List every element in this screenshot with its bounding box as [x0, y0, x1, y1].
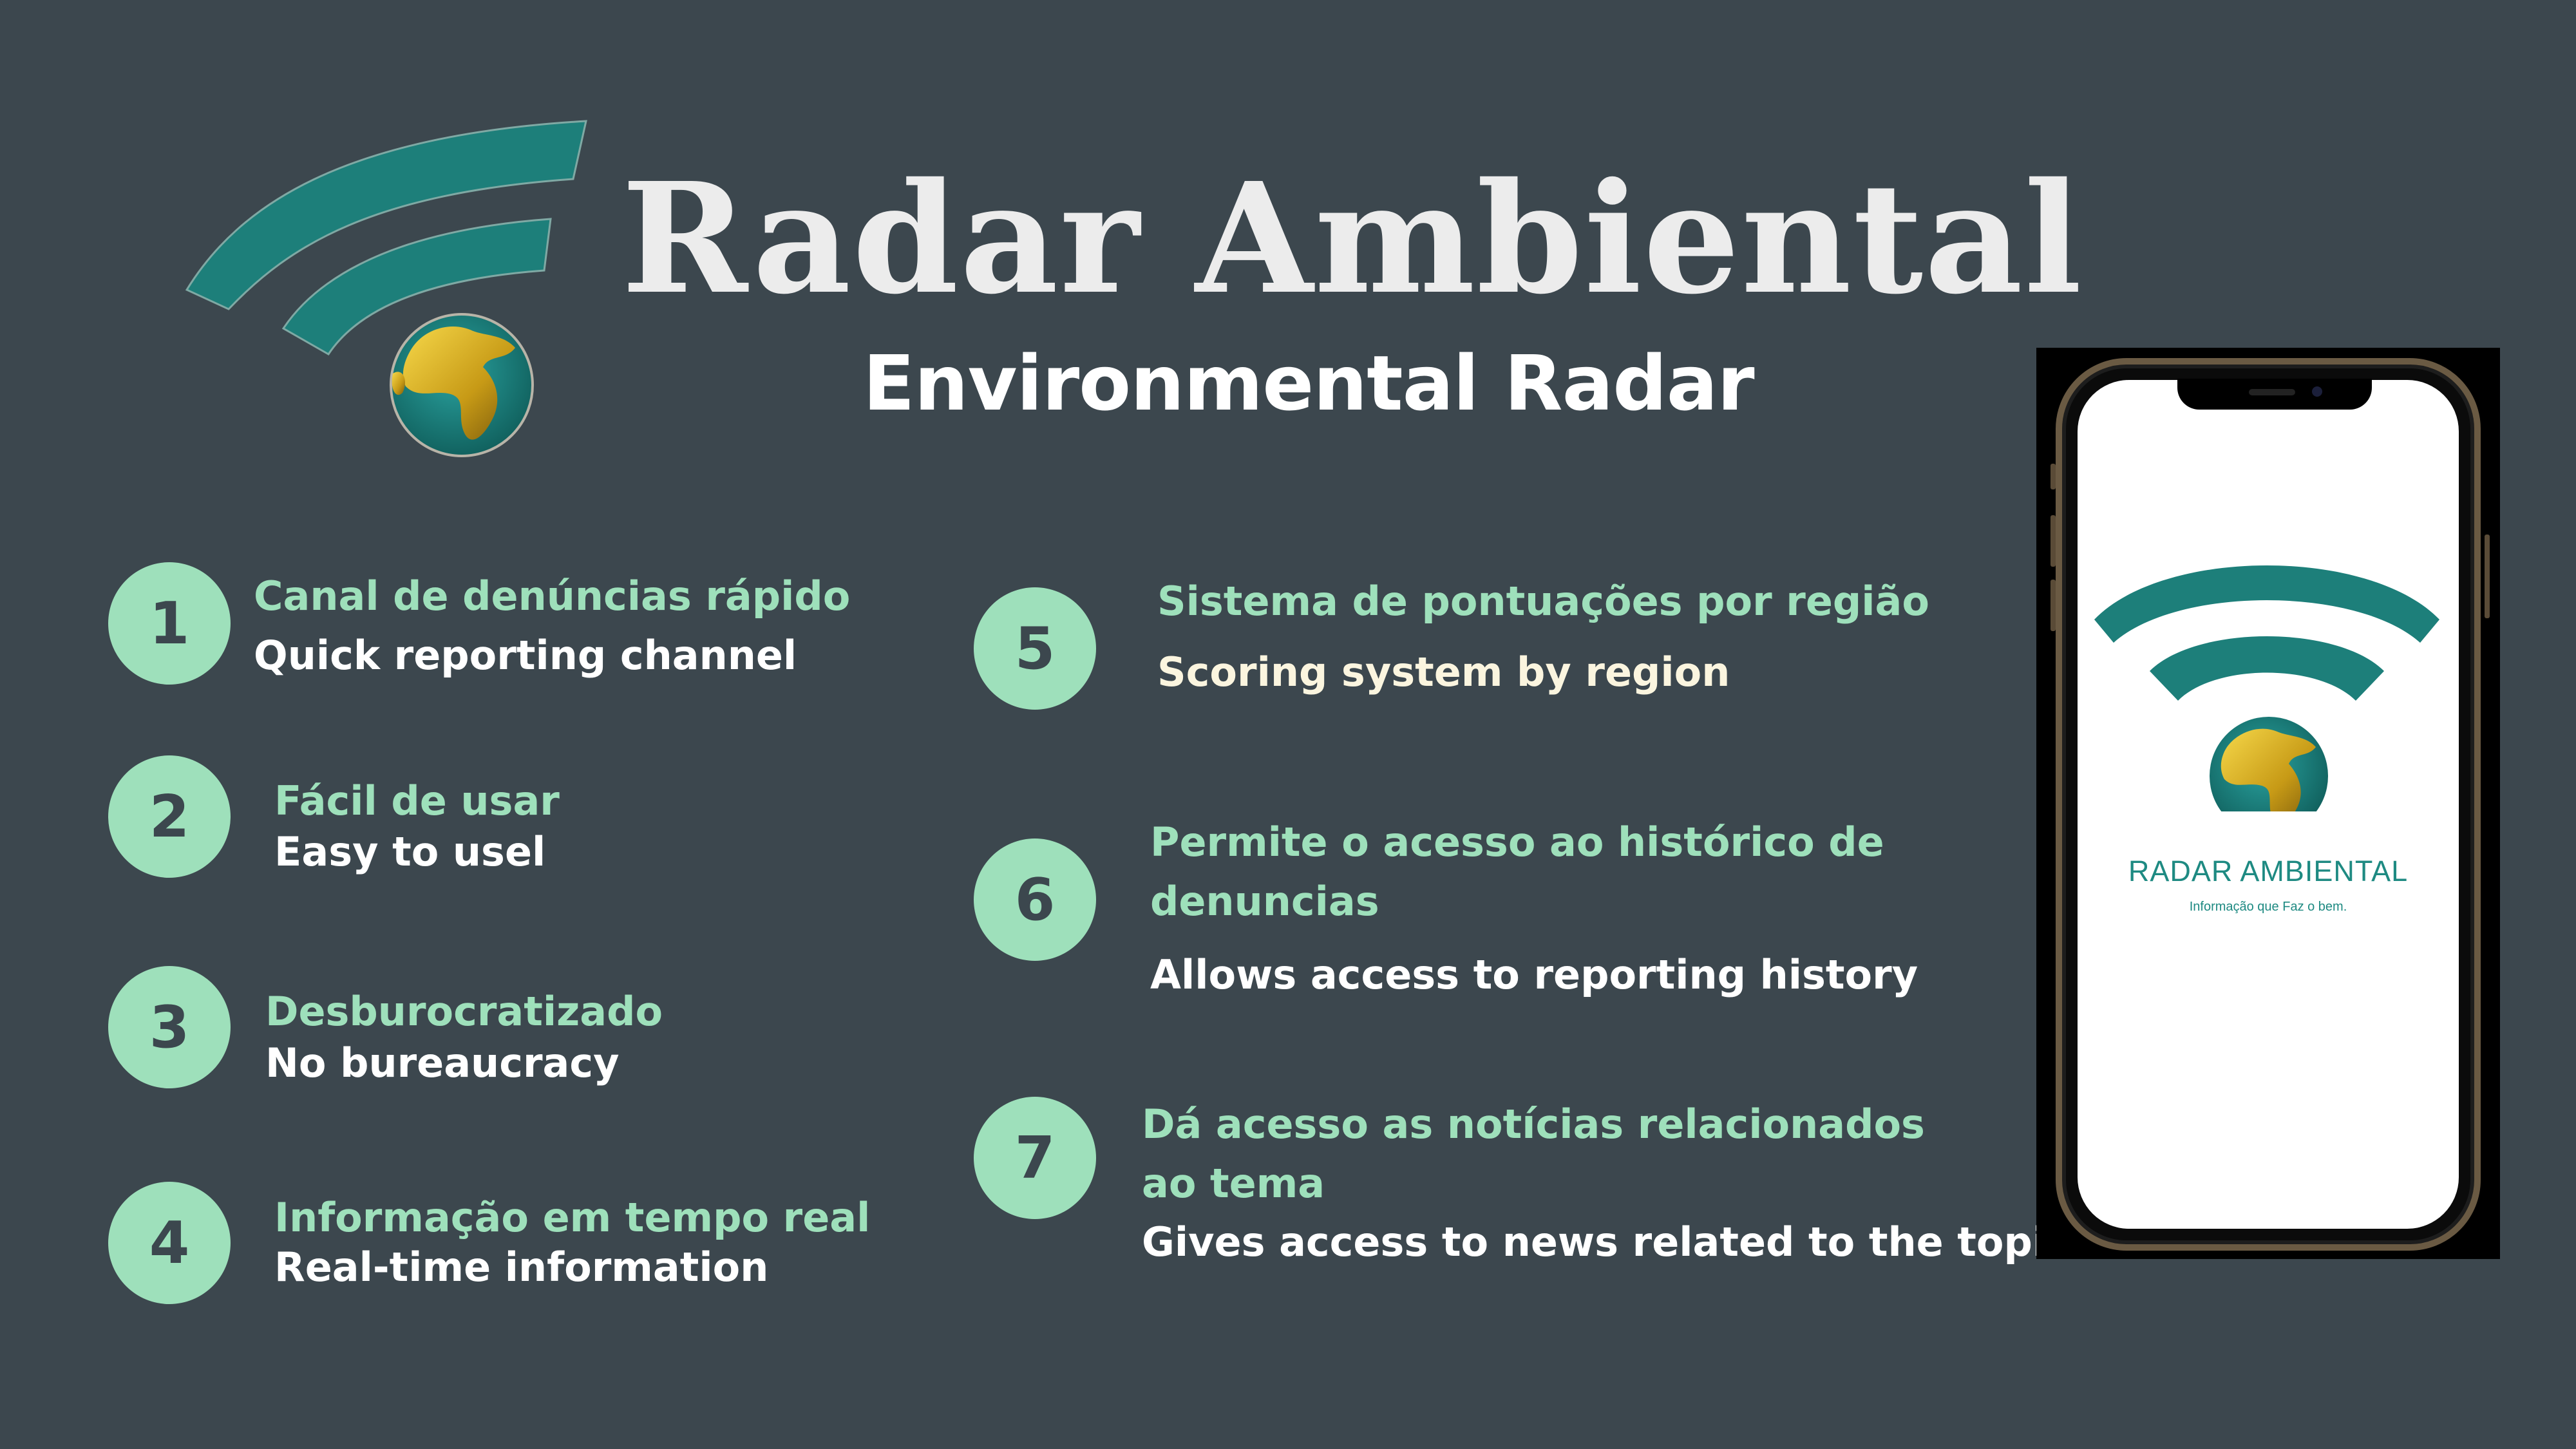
feature-title-en: Gives access to news related to the topi… — [1142, 1213, 2070, 1272]
feature-title-en: Quick reporting channel — [254, 626, 797, 685]
app-logo-icon — [2087, 528, 2447, 811]
feature-number-badge: 7 — [974, 1097, 1096, 1219]
feature-title-en: Real-time information — [274, 1238, 768, 1297]
feature-title-pt: Canal de denúncias rápido — [254, 567, 850, 626]
phone-volume-up-button — [2050, 515, 2056, 567]
feature-title-pt-line2: ao tema — [1142, 1154, 1325, 1213]
feature-number-badge: 6 — [974, 838, 1096, 961]
page-subtitle: Environmental Radar — [863, 335, 1700, 431]
phone-volume-down-button — [2050, 580, 2056, 631]
app-tagline: Informação que Faz o bem. — [2078, 898, 2459, 915]
feature-number-badge: 5 — [974, 587, 1096, 710]
feature-number-badge: 4 — [108, 1182, 231, 1304]
feature-title-pt: Desburocratizado — [265, 982, 663, 1041]
app-brand-name: RADAR AMBIENTAL — [2078, 853, 2459, 889]
feature-title-pt-line1: Permite o acesso ao histórico de — [1150, 813, 1884, 872]
feature-number-badge: 3 — [108, 966, 231, 1088]
feature-title-pt: Sistema de pontuações por região — [1157, 572, 1929, 631]
globe-icon — [2210, 717, 2328, 811]
feature-title-en: Allows access to reporting history — [1150, 945, 1918, 1005]
page-title: Radar Ambiental — [621, 155, 1974, 322]
feature-number-badge: 2 — [108, 755, 231, 878]
phone-speaker — [2249, 389, 2295, 395]
feature-title-pt-line1: Dá acesso as notícias relacionados — [1142, 1095, 1925, 1154]
radar-logo-icon — [180, 97, 605, 470]
feature-title-en: Scoring system by region — [1157, 643, 1730, 702]
feature-title-pt-line2: denuncias — [1150, 872, 1379, 931]
feature-number-badge: 1 — [108, 562, 231, 685]
phone-camera-icon — [2312, 386, 2322, 397]
feature-title-en: No bureaucracy — [265, 1034, 620, 1093]
phone-power-button — [2485, 535, 2490, 618]
feature-title-en: Easy to usel — [274, 822, 545, 882]
phone-mute-switch — [2050, 464, 2056, 489]
globe-icon — [391, 314, 533, 456]
